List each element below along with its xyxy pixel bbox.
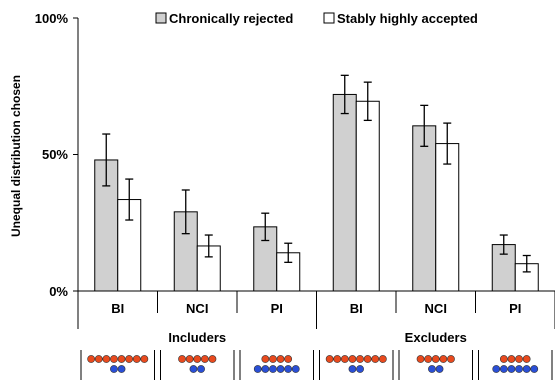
red-dot [140,355,149,363]
red-dot [193,355,202,363]
bar-excluders-bi-chronically-rejected [332,93,357,292]
red-dot [424,355,433,363]
red-dot [87,355,96,363]
group-label-includers: Includers [168,330,226,345]
red-dot [515,355,523,363]
y-tick-label-50: 50% [42,147,68,162]
legend-swatch-stably-highly-accepted [323,12,335,24]
category-label-excluders-nci: NCI [425,301,447,316]
blue-dot [435,365,444,373]
blue-dot [261,365,270,373]
category-label-excluders-bi: BI [350,301,363,316]
dot-icon-excluders-nci [398,350,473,380]
legend-label-stably-highly-accepted: Stably highly accepted [337,11,478,26]
blue-dot [110,365,118,373]
category-label-excluders-pi: PI [509,301,521,316]
red-dot [522,355,531,363]
red-dot [340,355,349,363]
red-dot [102,355,111,363]
red-dot [378,355,387,363]
blue-dot [428,365,436,373]
legend: Chronically rejected Stably highly accep… [155,11,478,26]
blue-dot [284,365,293,373]
category-label-includers-nci: NCI [186,301,208,316]
dot-icons [80,350,553,380]
red-dot [356,355,364,363]
y-tick-label-100: 100% [35,11,69,26]
red-dot [363,355,372,363]
blue-dot [253,365,262,373]
blue-dot [189,365,198,373]
blue-dot [276,365,285,373]
red-dot [348,355,357,363]
red-dot [269,355,277,363]
category-separators [77,291,555,329]
error-bars [102,74,531,273]
red-dot [276,355,285,363]
category-labels: BI NCI PI BI NCI PI [111,301,521,316]
red-dot [371,355,380,363]
legend-swatch-chronically-rejected [155,12,167,24]
red-dot [499,355,508,363]
red-dot [416,355,425,363]
group-label-excluders: Excluders [405,330,467,345]
red-dot [125,355,134,363]
blue-dot [507,365,516,373]
red-dot [261,355,270,363]
red-dot [431,355,440,363]
red-dot [208,355,217,363]
dot-icon-includers-bi [80,350,155,380]
blue-dot [492,365,501,373]
blue-dot [117,365,126,373]
red-dot [110,355,118,363]
blue-dot [348,365,357,373]
red-dot [507,355,516,363]
bar-excluders-nci-chronically-rejected [412,125,437,292]
red-dot [185,355,194,363]
blue-dot [291,365,300,373]
red-dot [284,355,293,363]
legend-label-chronically-rejected: Chronically rejected [169,11,293,26]
bar-excluders-nci-stably-highly-accepted [435,143,460,292]
y-axis-label: Unequal distribution chosen [9,75,23,237]
y-ticks: 0% 50% 100% [35,11,78,299]
red-dot [325,355,334,363]
red-dot [178,355,186,363]
blue-dot [530,365,539,373]
red-dot [94,355,103,363]
dot-icon-includers-pi [239,350,314,380]
red-dot [447,355,455,363]
blue-dot [522,365,531,373]
blue-dot [197,365,205,373]
red-dot [117,355,126,363]
bar-excluders-bi-stably-highly-accepted [355,100,380,292]
red-dot [439,355,448,363]
red-dot [132,355,141,363]
y-tick-label-0: 0% [49,284,68,299]
blue-dot [499,365,508,373]
category-label-includers-bi: BI [111,301,124,316]
blue-dot [356,365,364,373]
category-label-includers-pi: PI [271,301,283,316]
bars [94,93,539,292]
red-dot [333,355,342,363]
blue-dot [269,365,277,373]
blue-dot [515,365,523,373]
dot-icon-excluders-pi [478,350,553,380]
dot-icon-includers-nci [160,350,235,380]
dot-icon-excluders-bi [319,350,394,380]
red-dot [200,355,209,363]
